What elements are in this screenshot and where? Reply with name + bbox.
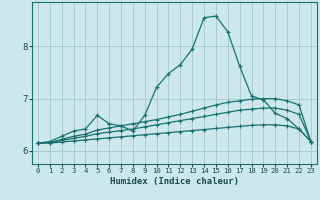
X-axis label: Humidex (Indice chaleur): Humidex (Indice chaleur) — [110, 177, 239, 186]
